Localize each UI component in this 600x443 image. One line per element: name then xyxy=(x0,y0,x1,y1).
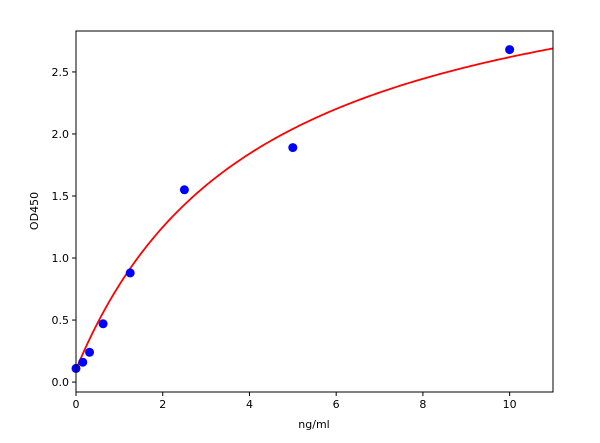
data-point xyxy=(85,347,95,357)
data-point xyxy=(288,143,298,153)
x-axis-label: ng/ml xyxy=(298,418,329,431)
data-point xyxy=(98,319,108,329)
y-axis-label: OD450 xyxy=(28,192,41,230)
x-axis: 0 2 4 6 8 10 xyxy=(73,392,517,411)
y-axis: 0.0 0.5 1.0 1.5 2.0 2.5 xyxy=(52,66,76,389)
x-tick-label: 4 xyxy=(246,398,253,411)
x-tick-label: 2 xyxy=(159,398,166,411)
data-point xyxy=(125,268,135,278)
data-point xyxy=(179,185,189,195)
plot-frame xyxy=(75,30,554,393)
data-point xyxy=(78,357,88,367)
x-tick-label: 0 xyxy=(73,398,80,411)
x-tick-label: 6 xyxy=(333,398,340,411)
y-tick-label: 2.0 xyxy=(52,128,70,141)
y-tick-label: 2.5 xyxy=(52,66,70,79)
data-points-layer xyxy=(71,45,515,373)
fit-curve-layer xyxy=(75,47,554,371)
y-tick-label: 0.0 xyxy=(52,376,70,389)
y-tick-label: 1.5 xyxy=(52,190,70,203)
x-tick-label: 10 xyxy=(503,398,517,411)
fit-curve xyxy=(75,47,554,371)
y-tick-label: 1.0 xyxy=(52,252,70,265)
x-tick-label: 8 xyxy=(419,398,426,411)
y-tick-label: 0.5 xyxy=(52,314,70,327)
data-point xyxy=(505,45,515,55)
